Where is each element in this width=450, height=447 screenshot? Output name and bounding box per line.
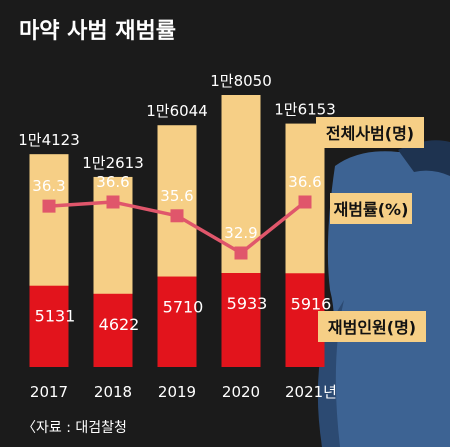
chart-title: 마약 사범 재범률: [19, 19, 176, 44]
repeat-value-label-3: 5933: [227, 294, 268, 313]
x-tick-label-0: 2017: [30, 383, 68, 401]
x-tick-label-1: 2018: [94, 383, 132, 401]
legend-total-label: 전체사범(명): [326, 124, 414, 143]
rate-marker-2: [170, 209, 184, 223]
total-value-label-0: 1만4123: [18, 131, 80, 149]
figure-collar: [398, 140, 450, 176]
total-value-label-4: 1만6153: [274, 101, 336, 119]
legend-repeat-box: [318, 311, 426, 342]
x-axis-labels: 2017 2018 2019 2020 2021년: [30, 383, 337, 401]
rate-line-series: [42, 195, 312, 260]
legend: 전체사범(명) 재범률(%) 재범인원(명): [316, 117, 426, 342]
repeat-value-label-4: 5916: [291, 294, 332, 313]
repeat-bar-1: [93, 293, 133, 367]
figure-shoulder: [321, 151, 450, 447]
value-labels: 1만4123 5131 1만2613 4622 1만6044 5710 1만8050 5933…: [18, 72, 336, 334]
rate-value-label-1: 36.6: [96, 173, 129, 191]
legend-rate-box: [330, 193, 412, 224]
repeat-bar-3: [221, 273, 261, 367]
rate-value-label-4: 36.6: [288, 173, 321, 191]
source-note: 〈자료 : 대검찰청: [22, 420, 127, 436]
repeat-bar-2: [157, 276, 197, 367]
total-value-label-2: 1만6044: [146, 102, 208, 120]
blue-figure-decoration: [317, 140, 450, 447]
legend-repeat-label: 재범인원(명): [328, 318, 416, 337]
x-tick-label-2: 2019: [158, 383, 196, 401]
repeat-value-label-0: 5131: [35, 307, 76, 326]
repeat-value-label-1: 4622: [99, 315, 140, 334]
repeat-bars: [29, 273, 325, 367]
rate-value-label-0: 36.3: [32, 177, 65, 195]
rate-value-label-2: 35.6: [160, 187, 193, 205]
legend-rate-label: 재범률(%): [334, 200, 409, 219]
rate-marker-1: [106, 195, 120, 209]
repeat-bar-0: [29, 285, 69, 367]
total-value-label-3: 1만8050: [210, 72, 272, 90]
repeat-value-label-2: 5710: [163, 298, 204, 317]
legend-total-box: [316, 117, 424, 148]
rate-marker-0: [42, 199, 56, 213]
x-tick-label-4: 2021년: [285, 383, 337, 401]
total-value-label-1: 1만2613: [82, 154, 144, 172]
x-tick-label-3: 2020: [222, 383, 260, 401]
rate-marker-3: [234, 246, 248, 260]
rate-value-label-3: 32.9: [224, 224, 257, 242]
rate-marker-4: [298, 195, 312, 209]
